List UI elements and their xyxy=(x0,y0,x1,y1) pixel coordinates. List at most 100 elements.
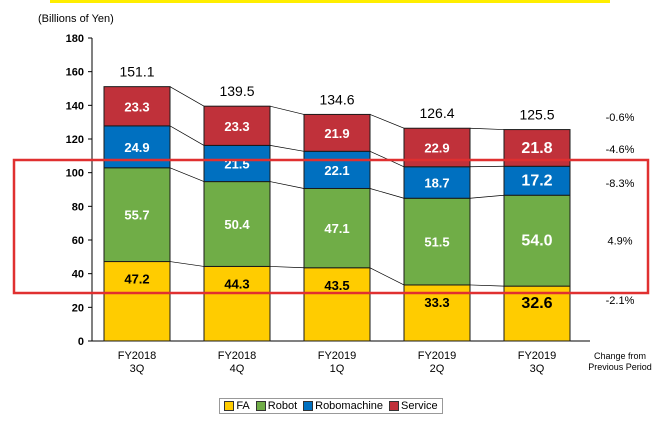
y-tick-label: 160 xyxy=(66,67,84,79)
data-label-service: 23.3 xyxy=(224,119,249,134)
change-total: -0.6% xyxy=(606,112,635,124)
data-label-robot: 51.5 xyxy=(424,235,449,250)
legend-item-fa: FA xyxy=(224,400,250,412)
y-tick-label: 60 xyxy=(72,235,84,247)
y-tick-label: 140 xyxy=(66,100,84,112)
data-label-fa: 32.6 xyxy=(521,295,552,312)
legend-item-service: Service xyxy=(389,400,438,412)
legend-swatch xyxy=(303,401,314,412)
change-header: Previous Period xyxy=(588,362,652,372)
data-label-service: 23.3 xyxy=(124,99,149,114)
data-label-robomachine: 21.5 xyxy=(224,156,249,171)
legend-label: Service xyxy=(401,400,438,412)
y-tick-label: 20 xyxy=(72,302,84,314)
legend-swatch xyxy=(389,401,399,412)
bar-segment-service xyxy=(203,105,271,146)
x-category-label: 3Q xyxy=(530,363,545,375)
x-category-label: FY2019 xyxy=(318,350,357,362)
highlight-box xyxy=(12,158,650,295)
connector-line xyxy=(269,145,305,152)
total-label: 139.5 xyxy=(219,83,254,99)
total-label: 134.6 xyxy=(319,91,354,107)
data-label-robot: 47.1 xyxy=(324,221,349,236)
x-category-label: 2Q xyxy=(430,363,445,375)
connector-line xyxy=(169,167,205,182)
data-label-fa: 44.3 xyxy=(224,276,249,291)
change-service: -4.6% xyxy=(606,144,635,156)
change-robot: 4.9% xyxy=(607,236,632,248)
connector-line xyxy=(269,181,305,189)
change-robomachine: -8.3% xyxy=(606,178,635,190)
x-category-label: 3Q xyxy=(130,363,145,375)
data-label-service: 22.9 xyxy=(424,141,449,156)
y-tick-label: 120 xyxy=(66,134,84,146)
data-label-service: 21.8 xyxy=(521,140,552,157)
change-fa: -2.1% xyxy=(606,295,635,307)
connector-line xyxy=(369,267,405,286)
data-label-robomachine: 18.7 xyxy=(424,176,449,191)
bar-segment-robomachine xyxy=(303,150,371,189)
bar-segment-service xyxy=(103,86,171,127)
data-label-robot: 54.0 xyxy=(521,233,552,250)
legend-item-robomachine: Robomachine xyxy=(303,400,383,412)
bar-segment-robomachine xyxy=(503,165,571,196)
connector-line xyxy=(169,86,205,107)
bar-segment-robomachine xyxy=(203,144,271,183)
data-label-fa: 43.5 xyxy=(324,278,349,293)
bar-segment-robot xyxy=(403,197,471,286)
connector-line xyxy=(469,284,505,287)
data-label-fa: 33.3 xyxy=(424,295,449,310)
total-label: 125.5 xyxy=(519,107,554,123)
connector-line xyxy=(169,261,205,267)
x-category-label: FY2019 xyxy=(518,350,557,362)
y-tick-label: 180 xyxy=(66,33,84,45)
data-label-robot: 50.4 xyxy=(224,217,250,232)
data-label-robomachine: 17.2 xyxy=(521,173,552,190)
connector-line xyxy=(169,125,205,146)
bar-segment-fa xyxy=(503,285,571,342)
legend-label: FA xyxy=(236,400,250,412)
legend-swatch xyxy=(255,401,266,412)
connector-line xyxy=(269,266,305,269)
data-label-fa: 47.2 xyxy=(124,272,149,287)
legend-label: Robomachine xyxy=(315,400,383,412)
bar-segment-robomachine xyxy=(403,166,471,199)
bar-segment-service xyxy=(303,113,371,152)
chart-legend: FA Robot Robomachine Service xyxy=(0,398,662,414)
bar-segment-robot xyxy=(503,194,571,287)
connector-line xyxy=(469,127,505,130)
connector-line xyxy=(469,194,505,199)
data-label-service: 21.9 xyxy=(324,126,349,141)
x-category-label: FY2018 xyxy=(218,350,257,362)
connector-line xyxy=(469,165,505,168)
legend-item-robot: Robot xyxy=(255,400,298,412)
top-accent-line xyxy=(50,0,610,3)
connector-line xyxy=(369,114,405,129)
connector-line xyxy=(269,105,305,115)
y-tick-label: 100 xyxy=(66,168,84,180)
bar-segment-robot xyxy=(203,181,271,267)
legend-box: FA Robot Robomachine Service xyxy=(219,398,443,414)
bar-segment-robot xyxy=(303,187,371,269)
change-header: Change from xyxy=(594,351,646,361)
legend-label: Robot xyxy=(267,400,298,412)
data-label-robot: 55.7 xyxy=(124,208,149,223)
data-label-robomachine: 22.1 xyxy=(324,163,349,178)
connector-line xyxy=(369,188,405,199)
bar-segment-fa xyxy=(103,261,171,342)
bar-segment-fa xyxy=(203,265,271,342)
x-category-label: FY2019 xyxy=(418,350,457,362)
y-tick-label: 40 xyxy=(72,269,84,281)
bar-segment-fa xyxy=(403,284,471,342)
total-label: 126.4 xyxy=(419,105,454,121)
unit-label: (Billions of Yen) xyxy=(38,13,114,25)
x-category-label: 1Q xyxy=(330,363,345,375)
y-tick-label: 80 xyxy=(72,201,84,213)
total-label: 151.1 xyxy=(119,64,154,80)
x-category-label: FY2018 xyxy=(118,350,157,362)
data-label-robomachine: 24.9 xyxy=(124,140,149,155)
legend-swatch xyxy=(224,401,235,412)
x-category-label: 4Q xyxy=(230,363,245,375)
y-tick-label: 0 xyxy=(78,336,84,348)
